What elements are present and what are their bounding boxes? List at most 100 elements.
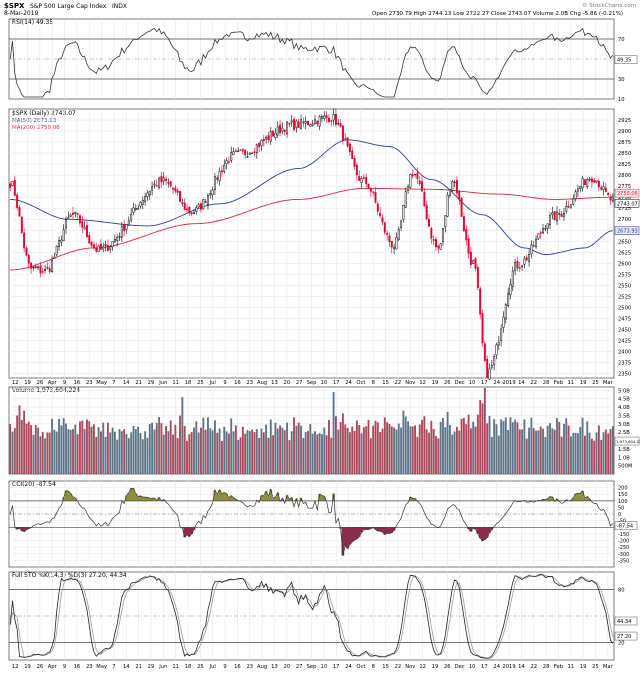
candle-body (437, 245, 440, 249)
x-tick-label: 28 (543, 380, 550, 386)
volume-bar (174, 424, 177, 474)
candle-body (255, 144, 258, 154)
cci-y-tick: -200 (618, 539, 629, 545)
volume-bar (314, 431, 316, 474)
volume-bar (525, 438, 528, 474)
volume-bar (567, 425, 570, 474)
candle-body (78, 215, 81, 224)
sto-k-last-label: 27.20 (617, 634, 631, 640)
volume-bar (141, 439, 144, 474)
candle-body (11, 181, 14, 186)
candle-body (269, 131, 272, 142)
volume-bar (241, 426, 244, 474)
candle-body (88, 235, 91, 244)
candle-body (358, 176, 361, 181)
candle-body (462, 216, 465, 232)
candle-body (72, 212, 74, 215)
candle-body (193, 212, 195, 214)
volume-bar (379, 431, 382, 474)
x-tick-label-bottom: 24 (493, 664, 500, 670)
x-tick-label-bottom: 10 (469, 664, 476, 670)
price-y-tick: 2600 (618, 261, 631, 267)
candle-body (569, 204, 572, 209)
volume-bar (23, 410, 26, 474)
candle-body (486, 358, 489, 379)
x-tick-label-bottom: Feb (554, 664, 564, 670)
price-y-tick: 2825 (618, 162, 631, 168)
volume-bar (125, 434, 128, 474)
candle-body (318, 116, 321, 127)
candle-body (421, 181, 424, 192)
x-tick-label: Jul (209, 380, 216, 386)
price-y-tick: 2625 (618, 250, 631, 256)
x-tick-label: 17 (333, 380, 340, 386)
volume-bar (423, 416, 426, 474)
candle-body (132, 207, 135, 213)
volume-bar (311, 433, 314, 474)
candle-body (258, 143, 261, 148)
candle-body (25, 247, 28, 256)
volume-bar (449, 425, 451, 474)
candle-body (213, 176, 216, 190)
candle-body (74, 211, 77, 214)
x-tick-label: Oct (356, 380, 365, 386)
candle-body (9, 183, 12, 188)
volume-bar (374, 420, 377, 474)
candle-body (327, 117, 330, 123)
candle-body (172, 187, 175, 190)
volume-bar (351, 426, 354, 474)
candle-body (20, 216, 23, 233)
x-tick-label: 23 (86, 380, 93, 386)
volume-bar (297, 422, 300, 474)
volume-bar (27, 421, 30, 474)
candle-body (146, 192, 149, 197)
volume-bar (246, 430, 249, 474)
volume-bar (86, 419, 88, 474)
candle-body (593, 179, 596, 183)
x-tick-label: 24 (493, 380, 500, 386)
volume-bar (537, 430, 540, 474)
volume-bar (272, 435, 275, 474)
x-tick-label: 24 (345, 380, 352, 386)
candle-body (83, 226, 86, 230)
candle-body (62, 229, 65, 241)
candle-body (304, 121, 307, 124)
volume-bar (102, 422, 105, 474)
volume-bar (160, 423, 163, 474)
candle-body (151, 186, 154, 191)
x-tick-label-bottom: 9 (63, 664, 66, 670)
volume-bar (186, 440, 188, 474)
candle-body (92, 244, 95, 249)
candle-body (179, 191, 182, 202)
candle-body (227, 161, 230, 163)
volume-bar (504, 417, 507, 474)
price-last-label: 2750.06 (617, 191, 638, 197)
volume-bar (111, 427, 114, 474)
volume-bar (209, 428, 212, 474)
volume-bar (495, 424, 498, 474)
candle-body (400, 220, 403, 228)
volume-bar (530, 417, 533, 474)
candle-body (518, 267, 521, 269)
candle-body (165, 178, 168, 181)
volume-bar (227, 433, 230, 474)
candle-body (297, 121, 300, 128)
candle-body (183, 202, 186, 211)
candle-body (18, 207, 21, 217)
candle-body (537, 233, 540, 240)
volume-bar (148, 424, 151, 474)
volume-bar (602, 432, 605, 474)
volume-bar (323, 427, 326, 474)
x-tick-label-bottom: Oct (356, 664, 365, 670)
volume-bar (590, 438, 593, 474)
volume-bar (360, 433, 363, 474)
rsi-legend: RSI(14) 49.35 (12, 19, 53, 26)
candle-body (523, 258, 526, 265)
volume-bar (144, 431, 147, 474)
candle-body (386, 232, 389, 235)
price-y-tick: 2350 (618, 372, 631, 378)
candle-body (493, 356, 496, 365)
candle-body (507, 293, 510, 306)
x-tick-label-bottom: 23 (86, 664, 93, 670)
